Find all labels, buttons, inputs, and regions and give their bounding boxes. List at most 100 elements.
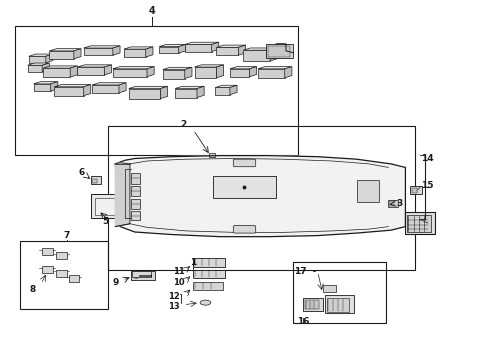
Text: 9: 9	[112, 278, 118, 287]
Polygon shape	[128, 89, 160, 99]
Bar	[358, 183, 375, 199]
Polygon shape	[229, 69, 249, 77]
Polygon shape	[178, 44, 185, 53]
Polygon shape	[194, 67, 216, 78]
Polygon shape	[34, 82, 58, 84]
Polygon shape	[197, 86, 203, 98]
Polygon shape	[77, 67, 104, 75]
Polygon shape	[92, 85, 119, 93]
Bar	[387, 201, 397, 207]
Polygon shape	[356, 180, 378, 202]
Polygon shape	[29, 56, 46, 63]
Polygon shape	[163, 67, 192, 69]
Polygon shape	[229, 67, 256, 69]
Bar	[131, 211, 140, 220]
Ellipse shape	[200, 300, 210, 305]
Text: 12: 12	[167, 292, 179, 301]
Bar	[91, 176, 101, 184]
Bar	[56, 270, 67, 277]
Polygon shape	[42, 63, 49, 72]
Polygon shape	[212, 176, 276, 198]
Polygon shape	[83, 85, 91, 96]
Text: 17: 17	[294, 267, 306, 276]
Text: 5: 5	[102, 217, 108, 226]
Bar	[108, 126, 414, 270]
Polygon shape	[216, 65, 223, 78]
Bar	[69, 275, 79, 282]
Polygon shape	[284, 67, 291, 78]
Polygon shape	[49, 51, 74, 59]
Polygon shape	[54, 87, 83, 96]
Polygon shape	[74, 49, 81, 59]
Polygon shape	[115, 163, 130, 226]
Polygon shape	[29, 54, 53, 56]
Bar	[209, 153, 215, 157]
FancyBboxPatch shape	[233, 159, 255, 167]
Polygon shape	[216, 45, 245, 47]
Polygon shape	[70, 66, 77, 77]
Bar	[293, 262, 385, 323]
Polygon shape	[49, 49, 81, 51]
Polygon shape	[104, 65, 111, 75]
Polygon shape	[147, 67, 154, 77]
Bar	[41, 266, 52, 273]
Text: 8: 8	[29, 285, 36, 294]
Bar	[407, 215, 430, 232]
Polygon shape	[113, 69, 147, 77]
Polygon shape	[159, 46, 178, 53]
Polygon shape	[27, 63, 49, 65]
Polygon shape	[113, 67, 154, 69]
Text: 10: 10	[172, 278, 184, 287]
Text: 1: 1	[190, 258, 196, 267]
Bar	[193, 282, 222, 290]
Text: 6: 6	[78, 168, 84, 177]
Polygon shape	[215, 85, 237, 87]
Text: 16: 16	[296, 317, 308, 326]
Bar	[41, 248, 52, 255]
Polygon shape	[211, 42, 218, 51]
Polygon shape	[243, 50, 269, 61]
Bar	[131, 186, 140, 196]
Text: 3: 3	[396, 199, 402, 208]
Polygon shape	[269, 48, 277, 61]
Bar	[131, 173, 140, 184]
Polygon shape	[113, 46, 120, 55]
Bar	[95, 198, 122, 215]
Polygon shape	[46, 54, 53, 63]
Text: 14: 14	[420, 154, 433, 163]
Bar	[405, 212, 434, 234]
Polygon shape	[184, 42, 218, 44]
Polygon shape	[43, 66, 77, 68]
Bar	[326, 298, 348, 312]
Bar	[322, 285, 335, 292]
Polygon shape	[83, 46, 120, 48]
Polygon shape	[216, 47, 238, 55]
Text: 13: 13	[168, 302, 179, 311]
Bar	[303, 298, 322, 311]
Text: 11: 11	[172, 267, 184, 276]
Polygon shape	[43, 68, 70, 77]
Bar	[411, 188, 416, 193]
Polygon shape	[243, 48, 277, 50]
Bar	[325, 296, 353, 314]
Polygon shape	[257, 69, 284, 78]
Polygon shape	[128, 86, 167, 89]
Text: 15: 15	[420, 181, 433, 190]
Polygon shape	[123, 47, 153, 49]
Text: 2: 2	[180, 120, 186, 129]
Bar	[266, 44, 293, 58]
Polygon shape	[175, 86, 203, 89]
Bar	[305, 300, 319, 310]
Bar	[20, 241, 108, 309]
Polygon shape	[54, 85, 91, 87]
Polygon shape	[160, 86, 167, 99]
Polygon shape	[163, 69, 184, 78]
Bar	[15, 26, 298, 155]
Polygon shape	[27, 65, 42, 72]
Bar	[131, 199, 140, 209]
Polygon shape	[194, 65, 223, 67]
Bar	[92, 179, 97, 183]
Polygon shape	[184, 67, 192, 78]
Polygon shape	[184, 44, 211, 51]
FancyBboxPatch shape	[233, 226, 255, 233]
